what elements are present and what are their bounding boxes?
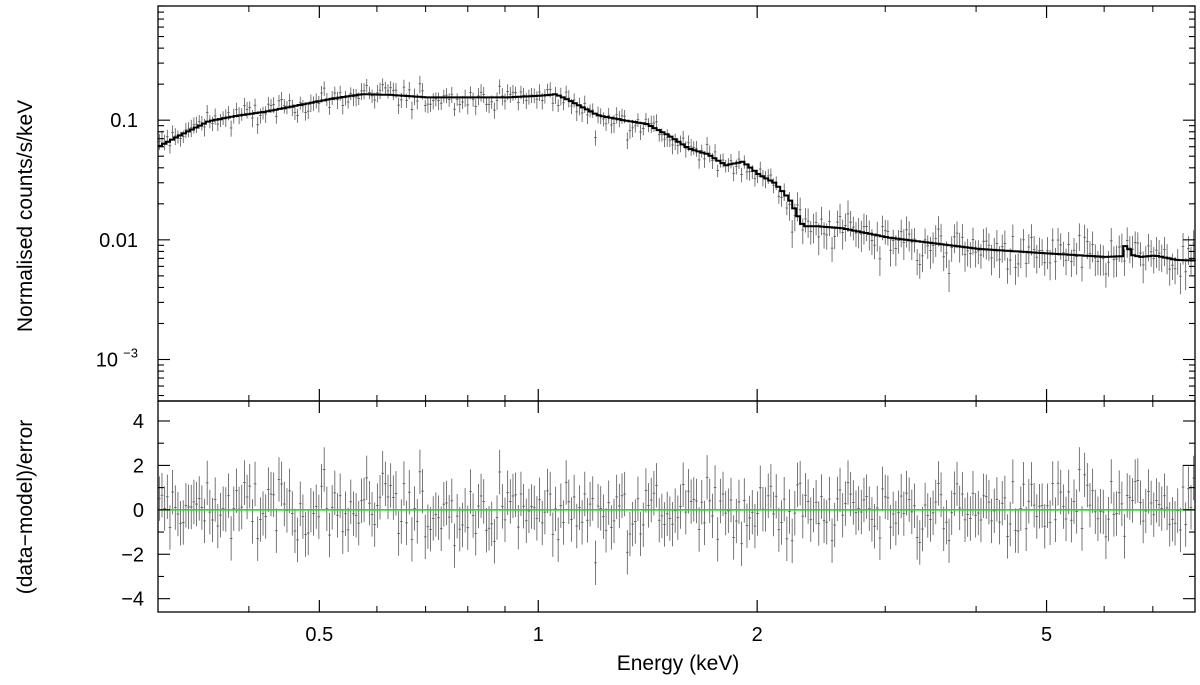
y-tick-label: 0.01 [99,230,138,252]
x-tick-label: 0.5 [305,624,333,646]
y-tick-label: 10 [96,350,118,372]
y-tick-label: 0 [133,500,144,522]
residuals-panel: 0.5 1 2 5 4 2 0 −2 −4 [121,6,1196,646]
x-tick-label: 1 [533,624,544,646]
spectrum-plot-frame [157,5,1196,402]
model-curve [158,93,1196,262]
y-tick-label: 2 [133,455,144,477]
bottom-y-ticks [158,420,1195,600]
bottom-y-axis-title: (data−model)/error [14,420,37,595]
residuals-plot-frame [157,400,1196,613]
y-tick-exponent: −3 [123,346,138,361]
top-y-ticks [158,5,1195,397]
spectrum-data-points [158,75,1195,295]
x-ticks [157,6,1196,612]
x-axis-title: Energy (keV) [617,652,740,675]
y-tick-label: 0.1 [110,110,138,132]
y-tick-label: 4 [133,411,144,433]
x-tick-label: 2 [752,624,763,646]
spectrum-panel: 0.1 0.01 10 −3 [96,5,1196,402]
x-tick-label: 5 [1041,624,1052,646]
residual-data-points [158,447,1195,586]
y-tick-label: −2 [121,544,144,566]
top-y-axis-title: Normalised counts/s/keV [14,100,37,332]
y-tick-label: −4 [121,589,144,611]
